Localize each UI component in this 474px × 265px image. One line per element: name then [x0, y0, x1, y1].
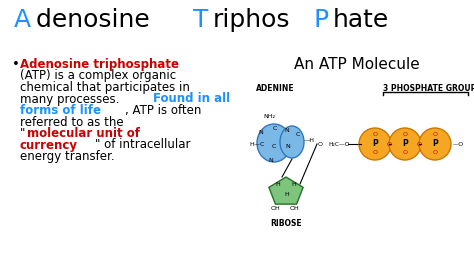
Text: O: O: [386, 142, 392, 147]
Text: O: O: [432, 151, 438, 156]
Text: An ATP Molecule: An ATP Molecule: [294, 57, 420, 72]
Text: P: P: [402, 139, 408, 148]
Text: H₂C—O: H₂C—O: [328, 142, 349, 147]
Text: OH: OH: [290, 206, 300, 211]
Text: forms of life: forms of life: [20, 104, 101, 117]
Polygon shape: [269, 177, 303, 204]
Text: " of intracellular: " of intracellular: [95, 139, 191, 152]
Text: 3 PHOSPHATE GROUPS: 3 PHOSPHATE GROUPS: [383, 84, 474, 93]
Text: O: O: [402, 151, 408, 156]
Text: C: C: [272, 144, 276, 149]
Text: referred to as the: referred to as the: [20, 116, 124, 129]
Text: H: H: [275, 183, 281, 188]
Text: , ATP is often: , ATP is often: [125, 104, 201, 117]
Text: N: N: [286, 144, 291, 149]
Text: A: A: [14, 8, 31, 32]
Text: OH: OH: [271, 206, 281, 211]
Text: molecular unit of: molecular unit of: [27, 127, 140, 140]
Text: N: N: [269, 157, 273, 162]
Text: N: N: [259, 130, 264, 135]
Text: Adenosine triphosphate: Adenosine triphosphate: [20, 58, 179, 71]
Text: ADENINE: ADENINE: [256, 84, 295, 93]
Text: T: T: [193, 8, 209, 32]
Text: O: O: [402, 132, 408, 138]
Text: N: N: [284, 127, 289, 132]
Text: —O: —O: [453, 142, 464, 147]
Circle shape: [389, 128, 421, 160]
Text: C: C: [296, 132, 300, 138]
Text: (ATP) is a complex organic: (ATP) is a complex organic: [20, 69, 176, 82]
Text: NH₂: NH₂: [263, 114, 275, 120]
Text: ": ": [20, 127, 26, 140]
Text: P: P: [372, 139, 378, 148]
Text: O: O: [318, 142, 322, 147]
Ellipse shape: [257, 124, 291, 162]
Ellipse shape: [280, 126, 304, 158]
Text: RIBOSE: RIBOSE: [270, 219, 302, 228]
Text: C: C: [273, 126, 277, 131]
Text: H: H: [292, 183, 296, 188]
Text: P: P: [313, 8, 328, 32]
Text: chemical that participates in: chemical that participates in: [20, 81, 190, 94]
Text: O: O: [373, 132, 377, 138]
Text: O: O: [373, 151, 377, 156]
Text: O: O: [432, 132, 438, 138]
Text: currency: currency: [20, 139, 78, 152]
Text: P: P: [432, 139, 438, 148]
Circle shape: [419, 128, 451, 160]
Text: H: H: [284, 192, 289, 197]
Text: riphos: riphos: [213, 8, 291, 32]
Text: •: •: [12, 58, 20, 71]
Text: H—C: H—C: [249, 143, 264, 148]
Text: hate: hate: [333, 8, 389, 32]
Circle shape: [359, 128, 391, 160]
Text: energy transfer.: energy transfer.: [20, 150, 115, 163]
Text: many processes.: many processes.: [20, 92, 123, 105]
Text: denosine: denosine: [36, 8, 158, 32]
Text: Found in all: Found in all: [153, 92, 230, 105]
Text: O: O: [417, 142, 421, 147]
Text: —H: —H: [304, 139, 315, 144]
